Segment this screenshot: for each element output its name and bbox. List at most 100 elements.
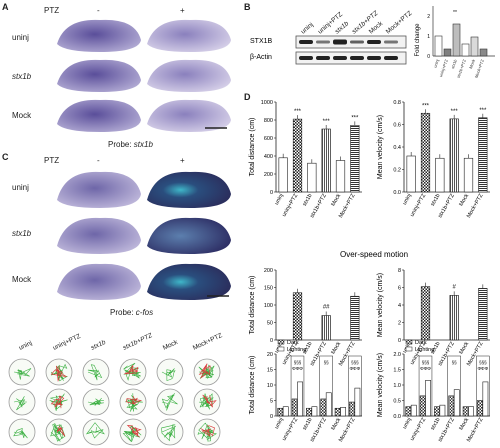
chart-bar-dark (434, 406, 440, 417)
chart-sig: *** (422, 103, 430, 109)
chart-bar-lighting (354, 387, 361, 417)
chart-ytick: 6 (398, 286, 401, 292)
chart-bar (307, 162, 317, 193)
legend-dark: Dark (287, 340, 299, 346)
chart-ytick: 5 (270, 399, 273, 405)
chart-ytick: 50 (267, 321, 273, 327)
chart-xlabel: Mock (330, 341, 342, 356)
track-col-stx1b: stx1b (90, 339, 107, 352)
chart-bar-dark (419, 395, 426, 417)
chart-bar-lighting (297, 381, 303, 417)
tracking-plates: uninj uninj+PTZ stx1b stx1b+PTZ Mock Moc… (8, 332, 224, 446)
chart-ylabel: Mean velocity (cm/s) (377, 353, 384, 417)
chart-bar-dark (462, 406, 469, 417)
panel-letter-c: C (2, 152, 9, 162)
embryo-images-a (57, 19, 231, 132)
embryo-mock-plus-a (147, 99, 231, 132)
chart-ytick: 200 (264, 172, 273, 178)
tracking-well (193, 388, 221, 416)
chart-bar-dark (349, 401, 355, 417)
legend-lighting: Lighting (415, 347, 434, 353)
chart-ylabel: Total distance (cm) (249, 118, 256, 177)
tracking-well (193, 358, 221, 386)
fold-tick-1: 1 (427, 34, 430, 40)
track-col-uninj: uninj (18, 340, 33, 352)
chart-bar-lighting (425, 380, 431, 417)
chart-comparison-box (418, 355, 433, 417)
ptz-label-c: PTZ (44, 156, 60, 165)
chart-ytick: 15 (267, 368, 273, 374)
chart-xlabel: stx1b (430, 341, 442, 355)
chart-ytick: 8 (398, 268, 401, 274)
fold-xlabel-5: Mock+PTZ (474, 58, 486, 79)
over-speed-title: Over-speed motion (340, 250, 408, 259)
chart-bar-dark (477, 400, 483, 417)
chart-bar-lighting (311, 406, 318, 417)
chart-sig: *** (479, 108, 487, 114)
chart-bar-dark (334, 407, 341, 417)
chart-ytick: 400 (264, 154, 273, 160)
chart-bar (278, 157, 288, 193)
chart-xlabel: Mock (330, 417, 342, 432)
legend-lighting: Lighting (287, 347, 306, 353)
chart-xlabel: Mock (458, 193, 470, 208)
chart-ytick: 150 (264, 286, 273, 292)
chart-1: Mean velocity (cm/s) 0.0 0.2 0.4 0.6 0.8 *** **… (377, 100, 490, 219)
chart-5: Mean velocity (cm/s) 0.00.51.01.52.0§§§ΦΦ… (377, 339, 490, 443)
chart-bar (478, 117, 488, 193)
fold-bar (443, 48, 452, 57)
embryo-uninj-plus-a (147, 19, 231, 52)
row-label-mock-a: Mock (12, 111, 32, 120)
chart-sig: # (452, 284, 456, 290)
chart-bar-dark (277, 407, 284, 417)
tracking-well (8, 388, 36, 416)
chart-ytick: 0 (398, 338, 401, 344)
chart-bar-lighting (410, 404, 417, 417)
row-label-stx1b-c: stx1b (12, 229, 32, 238)
chart-ylabel: Total distance (cm) (249, 276, 256, 335)
chart-ytick: 1.5 (393, 368, 401, 374)
fold-xlabel-1: uninj+PTZ (438, 58, 449, 77)
embryo-mock-minus-c (57, 263, 141, 300)
chart-comparison-box (447, 355, 461, 417)
chart-bar-lighting (340, 407, 346, 417)
panel-letter-b: B (244, 2, 251, 12)
blot-bands (299, 39, 398, 60)
tracking-well (119, 388, 147, 416)
chart-bar (292, 292, 303, 341)
track-col-mock: Mock (162, 339, 180, 352)
chart-ytick: 0 (270, 338, 273, 344)
chart-sig: ## (323, 305, 330, 311)
fold-change-ylabel: Fold change (415, 23, 421, 57)
band-label-actin: β-Actin (250, 54, 272, 61)
chart-xlabel: stx1b (430, 417, 442, 431)
embryo-stx1b-plus-c (147, 217, 231, 254)
chart-ytick: 0.8 (393, 100, 401, 106)
fold-xlabel-4: Mock (468, 59, 476, 70)
fold-bar (461, 43, 470, 57)
chart-bar (420, 286, 431, 341)
fold-bar (470, 36, 479, 57)
chart-bar (406, 155, 416, 193)
chart-sig: §§ (324, 360, 330, 365)
chart-bar (420, 112, 431, 193)
chart-ytick: 0.4 (393, 145, 401, 151)
chart-ytick: 4 (398, 303, 401, 309)
fold-bar (434, 35, 443, 57)
embryo-uninj-minus-c (57, 171, 141, 208)
chart-bar-dark (448, 395, 455, 417)
fold-change-chart: Fold change 0 1 2 ** uninj uninj+PTZ stx… (415, 6, 495, 79)
chart-ytick: 0.2 (393, 168, 401, 174)
chart-xlabel: uninj (402, 417, 413, 430)
panel-b-figure: uninj uninj+PTZ stx1b stx1b+PTZ Mock Moc… (250, 6, 495, 79)
embryo-uninj-plus-c (147, 171, 231, 208)
chart-ylabel: Total distance (cm) (249, 356, 256, 415)
ptz-plus-a: + (180, 6, 185, 15)
chart-0: Total distance (cm) 0 200 400 600 800 1000 *** *… (249, 100, 362, 219)
fold-bar (479, 48, 488, 57)
chart-bar-dark (291, 398, 298, 417)
probe-label-c: Probe: c-fos (110, 308, 154, 317)
tracking-well (156, 358, 184, 386)
